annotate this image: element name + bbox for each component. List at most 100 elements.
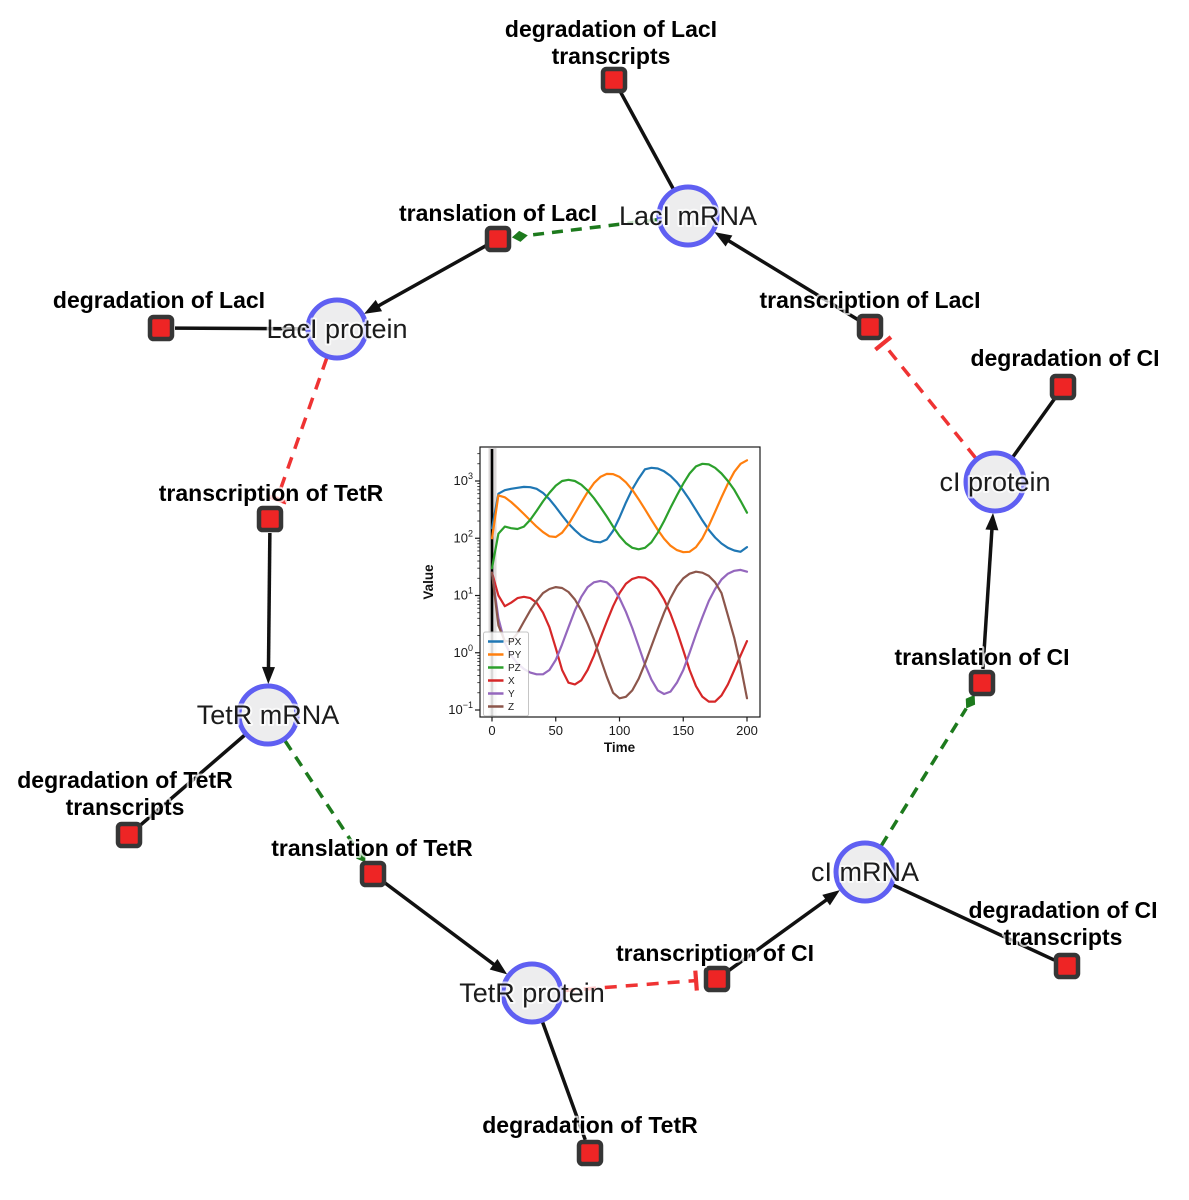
reaction-label: transcription of CI <box>616 940 814 966</box>
reaction-square <box>576 1139 604 1167</box>
reaction-node-transc_laci <box>856 313 884 341</box>
reaction-label: translation of LacI <box>399 200 597 226</box>
x-tick-label: 200 <box>736 723 758 738</box>
reaction-node-deg_ci <box>1049 373 1077 401</box>
arrowhead-icon <box>822 890 840 906</box>
legend-label-PX: PX <box>508 637 522 648</box>
product-edge-line <box>727 896 830 973</box>
reaction-square <box>1049 373 1077 401</box>
reaction-node-transl_ci <box>968 669 996 697</box>
reaction-label: degradation of LacI <box>505 16 717 42</box>
reactant-edge-line <box>138 733 246 828</box>
species-node-ci_protein <box>963 450 1027 514</box>
edge-tetr_mrna-to-transl_tetr <box>283 739 366 863</box>
reaction-square <box>600 66 628 94</box>
reaction-label: transcription of TetR <box>159 480 384 506</box>
edge-transl_tetr-to-tetr_protein <box>383 880 508 975</box>
modifier-diamond-icon <box>356 848 366 863</box>
edge-ci_mrna-to-deg_ci_tr <box>892 883 1056 962</box>
reaction-square <box>1053 952 1081 980</box>
species-circle <box>656 184 720 248</box>
arrowhead-icon <box>714 232 733 247</box>
legend-label-Z: Z <box>508 702 514 713</box>
species-label: LacI mRNA <box>619 201 757 231</box>
species-label: LacI protein <box>266 314 407 344</box>
edge-transc_ci-to-ci_mrna <box>727 890 840 973</box>
y-tick-label: 103 <box>454 471 473 488</box>
inhibitor-edge-line <box>881 342 977 459</box>
series-line-Y <box>490 568 749 696</box>
nodes-layer <box>115 66 1081 1167</box>
species-label: cI protein <box>939 467 1050 497</box>
species-node-tetr_protein <box>500 961 564 1025</box>
species-circle <box>963 450 1027 514</box>
reaction-label: transcripts <box>552 43 671 69</box>
legend: PX PY PZ XYZ <box>483 631 529 717</box>
series-line-PY <box>490 459 749 554</box>
reaction-square <box>703 965 731 993</box>
reaction-label: degradation of TetR <box>17 767 233 793</box>
reaction-label: degradation of LacI <box>53 287 265 313</box>
edge-laci_mrna-to-deg_laci_tr <box>619 91 675 190</box>
series-line-PX <box>490 466 749 553</box>
legend-label-PZ: PZ <box>508 663 521 674</box>
legend-box <box>483 631 529 717</box>
series-line-PZ <box>490 462 749 570</box>
x-tick-label: 100 <box>609 723 631 738</box>
legend-label-X: X <box>508 676 515 687</box>
inhibitor-tbar-icon <box>693 970 699 991</box>
series-line-X <box>490 571 749 703</box>
edges-layer <box>138 91 1057 1141</box>
series-line-Z <box>490 570 749 700</box>
reaction-label: transcripts <box>66 794 185 820</box>
edge-transc_tetr-to-tetr_mrna <box>261 532 275 685</box>
species-node-ci_mrna <box>833 840 897 904</box>
species-node-laci_protein <box>305 297 369 361</box>
species-label: TetR protein <box>459 978 605 1008</box>
modifier-diamond-icon <box>511 230 528 242</box>
inhibitor-tbar-icon <box>266 493 288 505</box>
arrowhead-icon <box>261 666 275 685</box>
reactant-edge-line <box>540 1021 587 1141</box>
reaction-square <box>256 505 284 533</box>
reaction-square <box>484 225 512 253</box>
edge-ci_protein-to-deg_ci <box>1011 397 1057 458</box>
species-node-tetr_mrna <box>236 683 300 747</box>
reaction-label: transcripts <box>1004 924 1123 950</box>
reaction-label: degradation of CI <box>970 345 1159 371</box>
reaction-label: transcription of LacI <box>759 287 980 313</box>
reactant-edge-line <box>1011 397 1057 458</box>
reactant-edge-line <box>892 883 1056 962</box>
x-tick-label: 50 <box>549 723 563 738</box>
inhibitor-tbar-icon <box>874 335 893 352</box>
modifier-edge-line <box>879 707 968 847</box>
y-tick-label: 101 <box>454 586 473 603</box>
species-circle <box>236 683 300 747</box>
y-axis-label: Value <box>421 564 436 600</box>
reaction-label: degradation of CI <box>968 897 1157 923</box>
reactant-edge-line <box>174 326 307 331</box>
edge-tetr_protein-to-deg_tetr <box>540 1021 587 1141</box>
species-circle <box>500 961 564 1025</box>
species-circle <box>305 297 369 361</box>
modifier-edge-line <box>283 739 358 850</box>
x-axis-label: Time <box>604 740 636 755</box>
reaction-square <box>115 821 143 849</box>
arrowhead-icon <box>364 299 383 314</box>
y-tick-label: 10−1 <box>448 700 473 717</box>
reaction-square <box>856 313 884 341</box>
species-node-laci_mrna <box>656 184 720 248</box>
x-tick-label: 0 <box>488 723 495 738</box>
reaction-node-transl_tetr <box>359 860 387 888</box>
reaction-node-transc_ci <box>703 965 731 993</box>
reaction-square <box>147 314 175 342</box>
product-edge-line <box>375 244 487 309</box>
reaction-node-transl_laci <box>484 225 512 253</box>
edge-laci_protein-to-transc_tetr <box>266 357 329 505</box>
y-tick-label: 100 <box>454 643 473 660</box>
edge-transl_laci-to-laci_protein <box>364 244 487 314</box>
species-label: TetR mRNA <box>197 700 340 730</box>
legend-label-PY: PY <box>508 650 522 661</box>
